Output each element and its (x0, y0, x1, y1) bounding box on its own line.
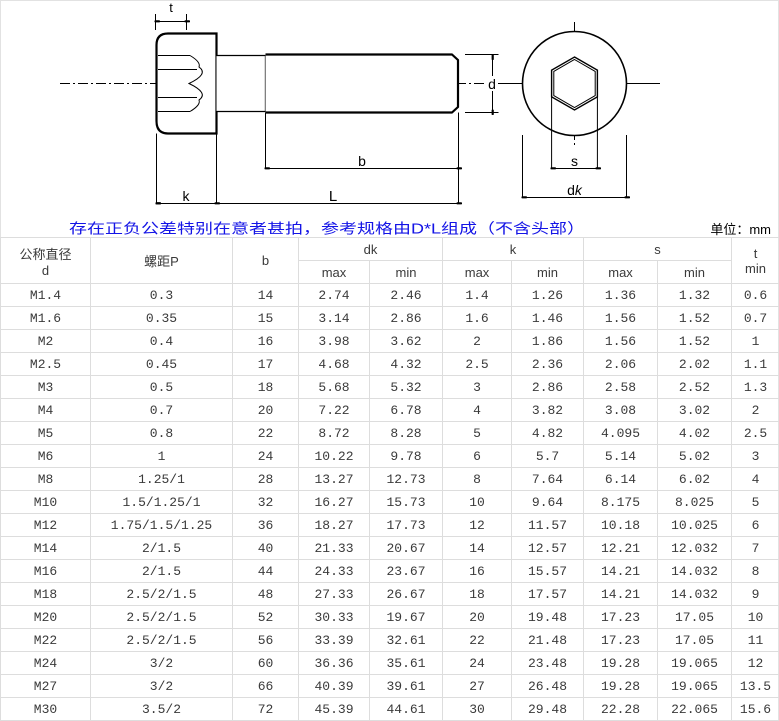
svg-text:b: b (358, 153, 366, 169)
svg-text:s: s (571, 153, 578, 169)
svg-text:d: d (488, 76, 496, 92)
svg-text:L: L (329, 188, 337, 205)
svg-text:k: k (183, 188, 191, 204)
svg-text:dk: dk (567, 182, 583, 198)
svg-text:t: t (169, 0, 173, 15)
